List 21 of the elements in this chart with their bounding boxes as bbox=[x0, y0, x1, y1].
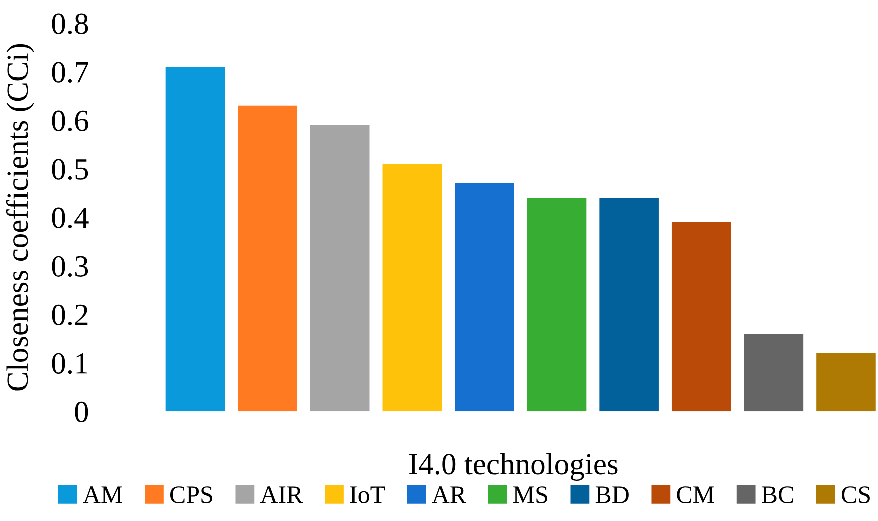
y-tick-label: 0.7 bbox=[52, 62, 88, 83]
y-tick-label: 0.4 bbox=[52, 208, 89, 229]
y-tick-label: 0.2 bbox=[52, 304, 88, 326]
y-tick-label: 0.6 bbox=[52, 110, 88, 132]
legend-label: AR bbox=[432, 486, 467, 504]
y-tick-label: 0.1 bbox=[52, 353, 88, 374]
y-tick-label: 0 bbox=[75, 402, 88, 422]
legend-label: BD bbox=[596, 486, 629, 504]
legend-label: MS bbox=[514, 486, 548, 504]
y-tick-label: 0.3 bbox=[52, 256, 88, 278]
legend-label: CPS bbox=[170, 486, 212, 504]
legend-label: BC bbox=[762, 486, 794, 504]
x-axis-title: I4.0 technologies bbox=[410, 453, 618, 482]
legend-label: CM bbox=[677, 486, 714, 504]
y-axis-title: Closeness coefficients (CCi) bbox=[6, 44, 34, 391]
y-tick-label: 0.8 bbox=[52, 14, 88, 34]
legend-label: AM bbox=[83, 486, 122, 504]
y-tick-label: 0.5 bbox=[52, 159, 88, 180]
legend-label: CS bbox=[842, 486, 870, 504]
legend-label: AIR bbox=[260, 486, 304, 504]
legend-label: IoT bbox=[350, 486, 386, 504]
